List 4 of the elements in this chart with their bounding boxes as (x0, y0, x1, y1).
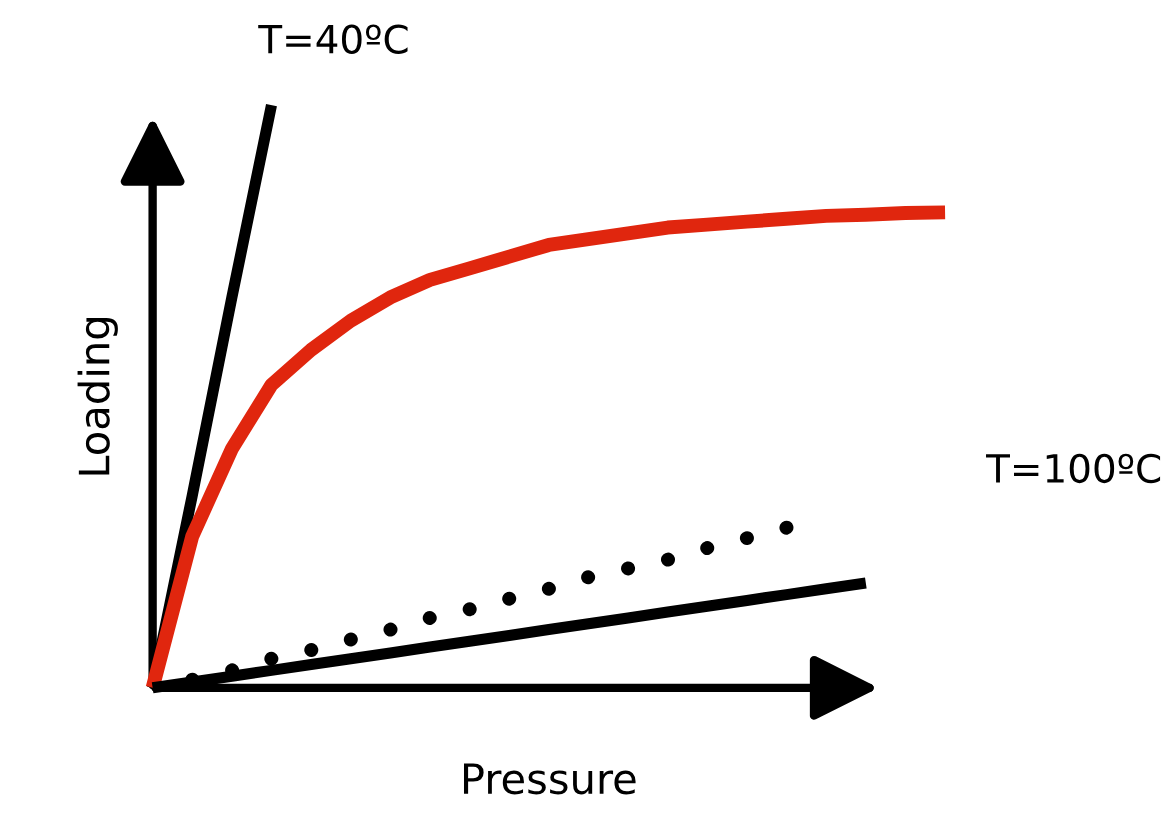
y-axis-title: Loading (77, 318, 118, 475)
series-label: T=40ºC (258, 24, 408, 54)
x-axis-title: Pressure (464, 763, 636, 795)
text: T=100ºC (986, 453, 1161, 484)
